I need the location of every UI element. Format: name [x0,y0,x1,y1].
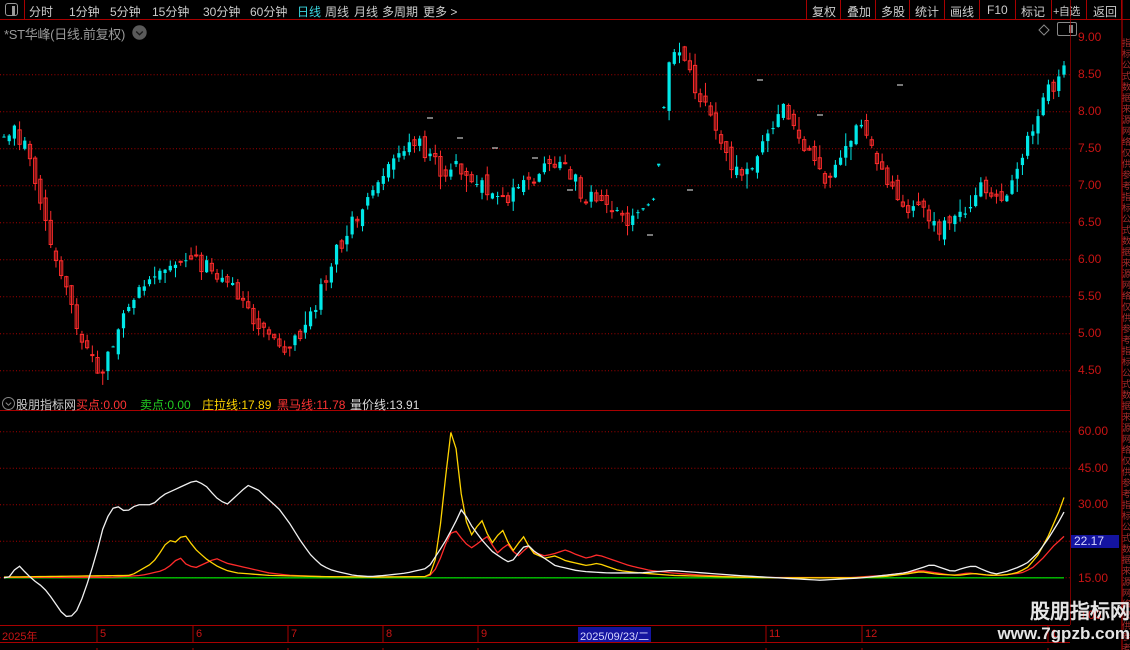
svg-text:6.50: 6.50 [1078,215,1102,229]
svg-text:45.00: 45.00 [1078,461,1108,475]
svg-text:22.17: 22.17 [1074,534,1104,548]
svg-text:5.50: 5.50 [1078,289,1102,303]
svg-text:7.00: 7.00 [1078,178,1102,192]
svg-text:9.00: 9.00 [1078,30,1102,44]
svg-text:60.00: 60.00 [1078,424,1108,438]
svg-text:5.00: 5.00 [1078,326,1102,340]
svg-text:8.00: 8.00 [1078,104,1102,118]
svg-text:4.50: 4.50 [1078,363,1102,377]
svg-text:8.50: 8.50 [1078,67,1102,81]
svg-text:6.00: 6.00 [1078,252,1102,266]
svg-text:15.00: 15.00 [1078,571,1108,585]
svg-text:30.00: 30.00 [1078,497,1108,511]
svg-text:7.50: 7.50 [1078,141,1102,155]
